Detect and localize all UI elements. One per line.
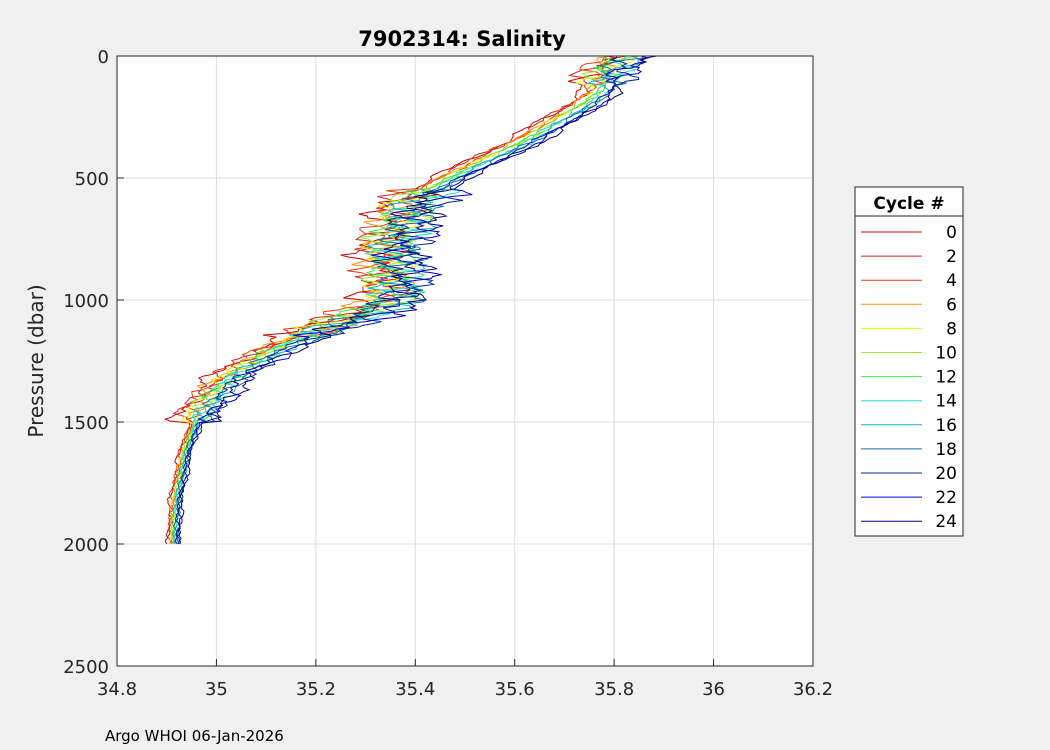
y-tick-label: 1500: [63, 413, 109, 434]
chart-title: 7902314: Salinity: [358, 27, 566, 51]
profile-line-cycle-0: [163, 56, 618, 545]
legend-label: 8: [946, 319, 957, 339]
legend-label: 12: [935, 368, 957, 388]
y-tick-label: 2500: [63, 657, 109, 678]
legend-label: 2: [946, 247, 957, 267]
y-tick-label: 2000: [63, 535, 109, 556]
y-axis-label: Pressure (dbar): [24, 284, 48, 437]
legend-label: 4: [946, 271, 957, 291]
x-tick-label: 34.8: [97, 679, 137, 700]
x-tick-label: 35.4: [395, 679, 435, 700]
legend-label: 24: [935, 512, 957, 532]
profile-series: [163, 56, 657, 545]
plot-area: [117, 56, 813, 666]
legend-label: 20: [935, 464, 957, 484]
profile-line-cycle-8: [168, 56, 635, 545]
legend-label: 0: [946, 223, 957, 243]
y-tick-label: 500: [75, 169, 109, 190]
plot-frame: [116, 55, 814, 667]
legend-label: 14: [935, 392, 957, 412]
x-tick-label: 35.8: [594, 679, 634, 700]
legend-label: 18: [935, 440, 957, 460]
x-tick-label: 36.2: [793, 679, 833, 700]
legend-title: Cycle #: [873, 194, 944, 214]
legend-label: 22: [935, 488, 957, 508]
x-axis: 34.8 35 35.2 35.4 35.6 35.8 36 36.2: [97, 659, 833, 700]
x-tick-label: 35.6: [495, 679, 535, 700]
profile-line-cycle-24: [175, 56, 657, 545]
legend-label: 16: [935, 416, 957, 436]
footer-credit: Argo WHOI 06-Jan-2026: [105, 727, 284, 745]
x-tick-label: 35.2: [296, 679, 336, 700]
legend-label: 10: [935, 344, 957, 364]
profile-line-cycle-22: [174, 56, 650, 545]
y-tick-label: 1000: [63, 291, 109, 312]
legend-label: 6: [946, 295, 957, 315]
y-tick-label: 0: [98, 47, 109, 68]
profile-line-cycle-14: [172, 56, 637, 545]
x-tick-label: 36: [702, 679, 725, 700]
legend-box: [854, 186, 964, 537]
x-tick-label: 35: [205, 679, 228, 700]
y-axis: 0 500 1000 1500 2000 2500: [63, 47, 124, 678]
